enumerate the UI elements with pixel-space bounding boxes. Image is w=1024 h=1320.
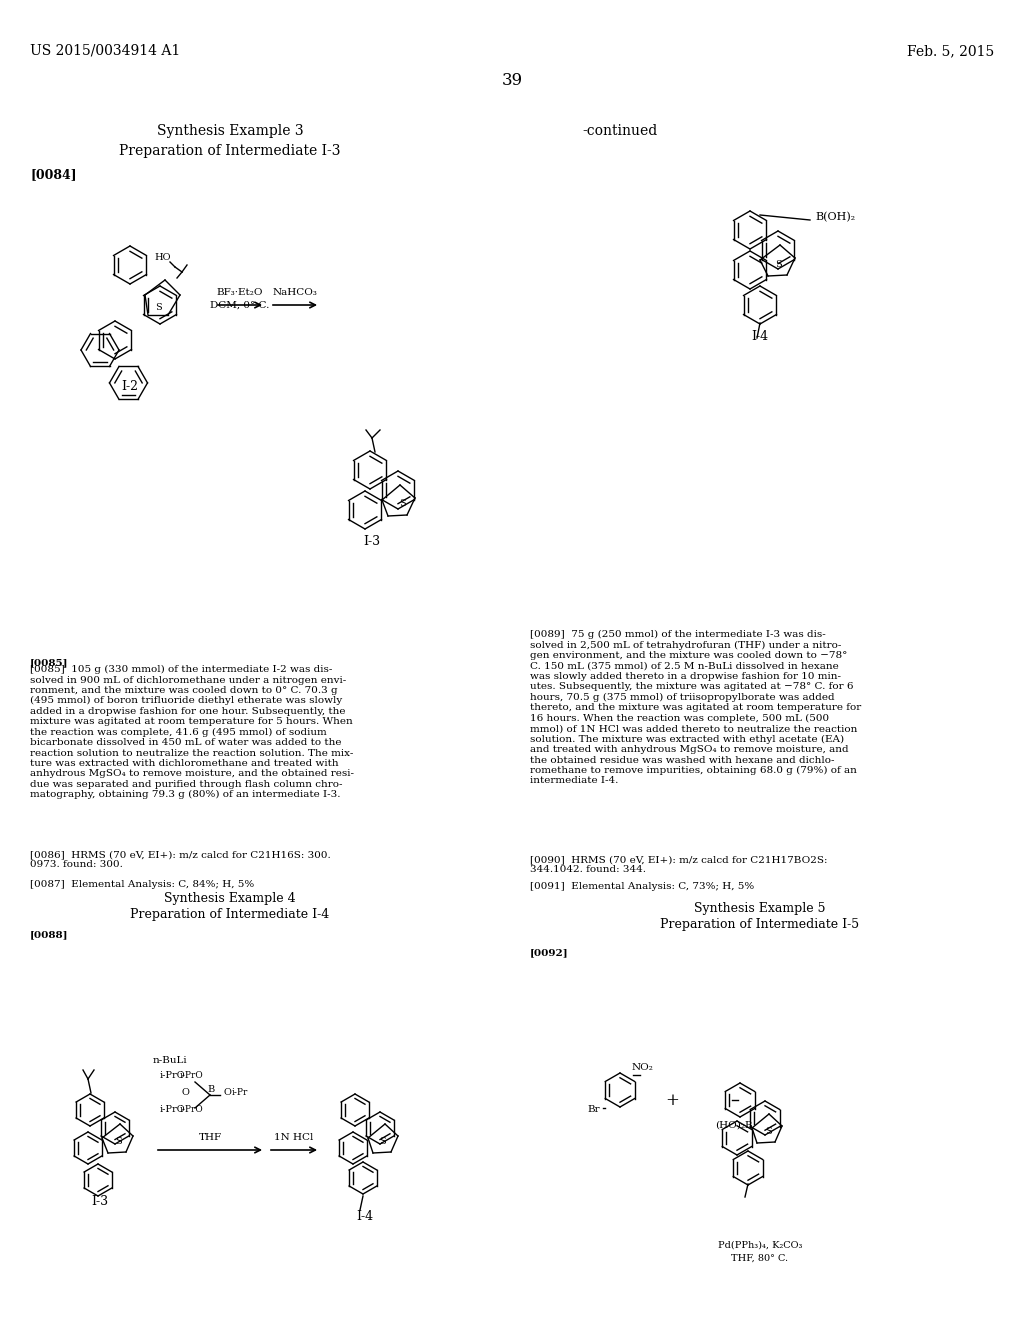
Text: S: S <box>380 1137 386 1146</box>
Text: Br: Br <box>588 1105 600 1114</box>
Text: [0084]: [0084] <box>30 168 77 181</box>
Text: [0089]  75 g (250 mmol) of the intermediate I-3 was dis-
solved in 2,500 mL of t: [0089] 75 g (250 mmol) of the intermedia… <box>530 630 861 785</box>
Text: [0086]  HRMS (70 eV, EI+): m/z calcd for C21H16S: 300.
0973. found: 300.: [0086] HRMS (70 eV, EI+): m/z calcd for … <box>30 850 331 870</box>
Text: 1N HCl: 1N HCl <box>274 1133 313 1142</box>
Text: I-2: I-2 <box>122 380 138 393</box>
Text: THF, 80° C.: THF, 80° C. <box>731 1254 788 1263</box>
Text: 39: 39 <box>502 73 522 88</box>
Text: [0091]  Elemental Analysis: C, 73%; H, 5%: [0091] Elemental Analysis: C, 73%; H, 5% <box>530 882 755 891</box>
Text: Synthesis Example 3: Synthesis Example 3 <box>157 124 303 139</box>
Text: [0092]: [0092] <box>530 948 568 957</box>
Text: S: S <box>398 499 406 508</box>
Text: DCM, 0° C.: DCM, 0° C. <box>210 301 269 310</box>
Text: NaHCO₃: NaHCO₃ <box>272 288 317 297</box>
Text: B: B <box>208 1085 215 1094</box>
Text: THF: THF <box>199 1133 221 1142</box>
Text: NO₂: NO₂ <box>632 1063 654 1072</box>
Text: +: + <box>665 1092 679 1109</box>
Text: O: O <box>223 1088 230 1097</box>
Text: i-Pr: i-Pr <box>232 1088 249 1097</box>
Text: [0090]  HRMS (70 eV, EI+): m/z calcd for C21H17BO2S:
344.1042. found: 344.: [0090] HRMS (70 eV, EI+): m/z calcd for … <box>530 855 827 874</box>
Text: [0087]  Elemental Analysis: C, 84%; H, 5%: [0087] Elemental Analysis: C, 84%; H, 5% <box>30 880 254 888</box>
Text: [0088]: [0088] <box>30 931 69 939</box>
Text: I-4: I-4 <box>356 1210 374 1224</box>
Text: I-3: I-3 <box>91 1195 109 1208</box>
Text: i-PrO: i-PrO <box>180 1105 204 1114</box>
Text: S: S <box>774 260 781 269</box>
Text: Preparation of Intermediate I-5: Preparation of Intermediate I-5 <box>660 917 859 931</box>
Text: (HO)₂B: (HO)₂B <box>715 1121 753 1130</box>
Text: HO: HO <box>155 253 171 263</box>
Text: -continued: -continued <box>583 124 657 139</box>
Text: Preparation of Intermediate I-3: Preparation of Intermediate I-3 <box>119 144 341 158</box>
Text: Synthesis Example 4: Synthesis Example 4 <box>164 892 296 906</box>
Text: O: O <box>181 1088 189 1097</box>
Text: S: S <box>766 1127 772 1137</box>
Text: i-PrO: i-PrO <box>180 1071 204 1080</box>
Text: n-BuLi: n-BuLi <box>153 1056 187 1065</box>
Text: BF₃·Et₂O: BF₃·Et₂O <box>217 288 263 297</box>
Text: S: S <box>115 1137 122 1146</box>
Text: I-4: I-4 <box>752 330 769 343</box>
Text: Preparation of Intermediate I-4: Preparation of Intermediate I-4 <box>130 908 330 921</box>
Text: B(OH)₂: B(OH)₂ <box>815 211 855 222</box>
Text: US 2015/0034914 A1: US 2015/0034914 A1 <box>30 44 180 58</box>
Text: S: S <box>155 304 162 313</box>
Text: [0085]  105 g (330 mmol) of the intermediate I-2 was dis-
solved in 900 mL of di: [0085] 105 g (330 mmol) of the intermedi… <box>30 665 354 800</box>
Text: Feb. 5, 2015: Feb. 5, 2015 <box>906 44 994 58</box>
Text: Synthesis Example 5: Synthesis Example 5 <box>694 902 825 915</box>
Text: Pd(PPh₃)₄, K₂CO₃: Pd(PPh₃)₄, K₂CO₃ <box>718 1241 802 1250</box>
Text: i-PrO: i-PrO <box>160 1071 185 1080</box>
Text: [0085]: [0085] <box>30 657 69 667</box>
Text: i-PrO: i-PrO <box>160 1105 185 1114</box>
Text: I-3: I-3 <box>364 535 381 548</box>
